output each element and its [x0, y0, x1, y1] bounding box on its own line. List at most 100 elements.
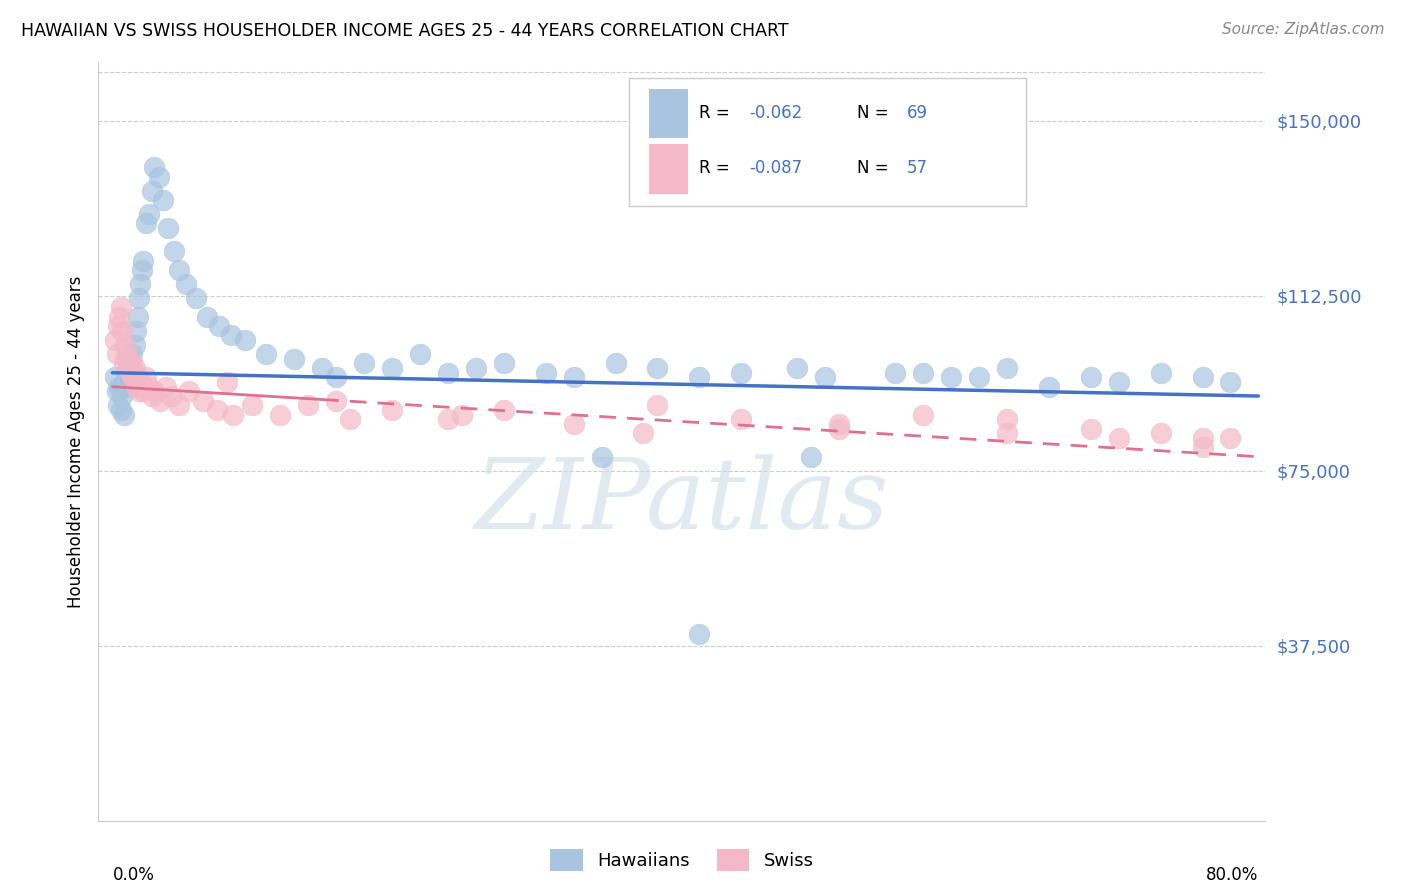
Point — [297, 398, 319, 412]
Point — [118, 351, 141, 366]
Point — [143, 384, 166, 399]
Point — [1191, 431, 1213, 445]
Point — [814, 370, 837, 384]
Point — [562, 370, 585, 384]
Point — [186, 291, 208, 305]
Point — [339, 412, 361, 426]
Point — [207, 319, 229, 334]
Point — [730, 412, 752, 426]
Text: HAWAIIAN VS SWISS HOUSEHOLDER INCOME AGES 25 - 44 YEARS CORRELATION CHART: HAWAIIAN VS SWISS HOUSEHOLDER INCOME AGE… — [21, 22, 789, 40]
Text: 0.0%: 0.0% — [112, 866, 155, 884]
Point — [633, 426, 655, 441]
Point — [1219, 431, 1241, 445]
Point — [884, 366, 907, 380]
Point — [995, 412, 1018, 426]
Text: Source: ZipAtlas.com: Source: ZipAtlas.com — [1222, 22, 1385, 37]
Point — [163, 244, 186, 259]
Point — [124, 337, 146, 351]
Point — [828, 422, 851, 436]
Point — [135, 216, 157, 230]
Point — [437, 366, 460, 380]
Point — [176, 277, 198, 291]
Point — [127, 310, 149, 324]
Point — [233, 333, 256, 347]
Point — [128, 384, 150, 399]
Point — [117, 361, 139, 376]
Point — [240, 398, 263, 412]
Point — [1080, 422, 1102, 436]
Text: R =: R = — [699, 104, 735, 122]
Point — [269, 408, 291, 422]
Point — [108, 380, 131, 394]
Point — [1108, 375, 1130, 389]
Point — [120, 366, 142, 380]
Point — [381, 361, 404, 376]
Point — [112, 356, 135, 370]
Point — [169, 398, 191, 412]
Point — [1191, 441, 1213, 455]
Bar — [650, 145, 688, 194]
Point — [110, 403, 132, 417]
Point — [131, 263, 153, 277]
Legend: Hawaiians, Swiss: Hawaiians, Swiss — [541, 839, 823, 880]
Text: N =: N = — [858, 104, 894, 122]
Point — [169, 263, 191, 277]
Point — [115, 366, 138, 380]
Point — [115, 347, 138, 361]
Point — [325, 370, 347, 384]
Point — [129, 277, 152, 291]
Point — [688, 627, 710, 641]
Point — [1219, 375, 1241, 389]
Point — [562, 417, 585, 431]
Point — [605, 356, 627, 370]
Point — [143, 161, 166, 175]
Point — [591, 450, 613, 464]
Point — [409, 347, 432, 361]
Point — [107, 319, 129, 334]
Point — [311, 361, 333, 376]
Point — [118, 380, 141, 394]
Point — [122, 370, 145, 384]
Point — [828, 417, 851, 431]
Point — [120, 361, 142, 376]
Text: 57: 57 — [907, 159, 928, 177]
Point — [381, 403, 404, 417]
Point — [179, 384, 201, 399]
Point — [205, 403, 228, 417]
Point — [121, 356, 143, 370]
Point — [127, 370, 149, 384]
Point — [492, 403, 515, 417]
Text: -0.087: -0.087 — [749, 159, 803, 177]
Point — [149, 393, 172, 408]
Point — [221, 408, 243, 422]
Point — [786, 361, 808, 376]
Text: ZIPatlas: ZIPatlas — [475, 455, 889, 549]
Point — [112, 408, 135, 422]
Point — [939, 370, 962, 384]
Point — [152, 193, 174, 207]
Point — [1191, 370, 1213, 384]
Point — [688, 370, 710, 384]
Point — [111, 324, 134, 338]
Text: -0.062: -0.062 — [749, 104, 803, 122]
Point — [135, 370, 157, 384]
Point — [148, 169, 170, 184]
Point — [132, 253, 155, 268]
Point — [114, 337, 136, 351]
Point — [534, 366, 557, 380]
Point — [1038, 380, 1060, 394]
Point — [155, 380, 177, 394]
Point — [108, 310, 131, 324]
Point — [254, 347, 277, 361]
Point — [911, 408, 934, 422]
Bar — [650, 89, 688, 138]
Point — [1149, 426, 1171, 441]
Text: R =: R = — [699, 159, 735, 177]
FancyBboxPatch shape — [630, 78, 1026, 207]
Point — [437, 412, 460, 426]
Point — [141, 184, 163, 198]
Y-axis label: Householder Income Ages 25 - 44 years: Householder Income Ages 25 - 44 years — [66, 276, 84, 607]
Point — [353, 356, 375, 370]
Point — [128, 291, 150, 305]
Point — [138, 380, 160, 394]
